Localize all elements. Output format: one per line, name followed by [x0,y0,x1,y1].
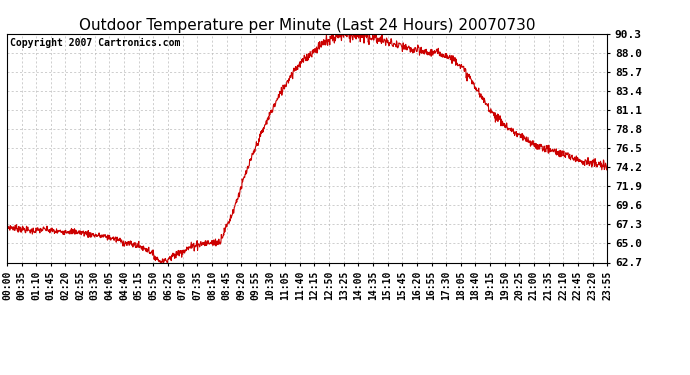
Title: Outdoor Temperature per Minute (Last 24 Hours) 20070730: Outdoor Temperature per Minute (Last 24 … [79,18,535,33]
Text: Copyright 2007 Cartronics.com: Copyright 2007 Cartronics.com [10,38,180,48]
